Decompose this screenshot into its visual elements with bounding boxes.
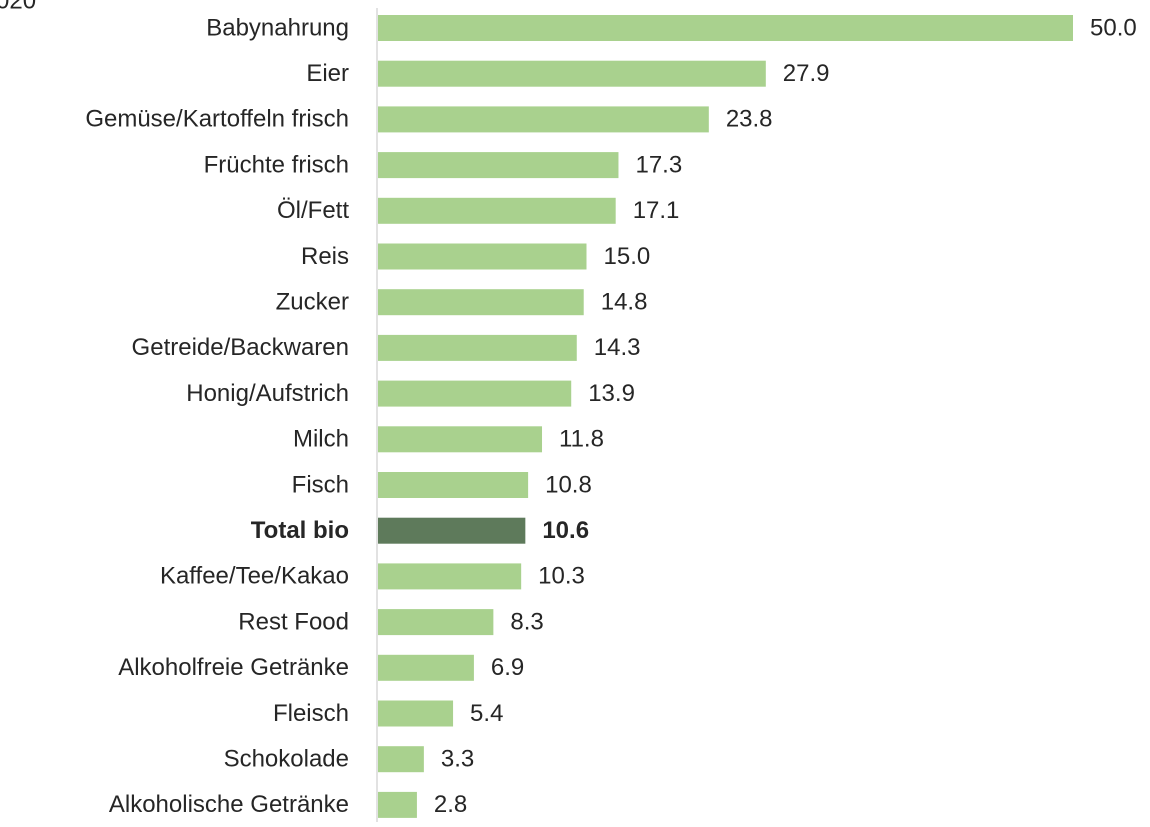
data-label: 14.8 [601,289,648,316]
bar [378,563,522,590]
bar [378,609,494,636]
data-label: 50.0 [1090,14,1137,41]
data-label: 11.8 [559,426,604,453]
y-tick-label: Fisch [292,471,349,498]
y-tick-label: Honig/Aufstrich [186,380,349,407]
bar [378,791,417,818]
bar [378,289,584,316]
y-tick-label: Babynahrung [206,14,349,41]
data-label: 17.3 [635,151,682,178]
bar [378,426,543,453]
bar [378,380,572,407]
y-tick-label: Fleisch [273,700,349,727]
data-label: 17.1 [633,197,680,224]
data-label: 2.8 [434,791,467,818]
y-tick-label: Kaffee/Tee/Kakao [160,563,349,590]
bar [378,334,577,361]
y-tick-label: Milch [293,426,349,453]
y-tick-label: Reis [301,243,349,270]
bar [378,60,766,87]
bar [378,517,526,544]
y-tick-label: Schokolade [224,746,349,773]
y-tick-label: Öl/Fett [277,197,349,224]
bar [378,243,587,270]
y-tick-label: Eier [306,60,349,87]
data-label: 10.6 [542,517,589,544]
data-label: 15.0 [604,243,651,270]
y-tick-label: Total bio [251,517,349,544]
bar [378,15,1073,41]
y-tick-label: Rest Food [238,608,349,635]
y-tick-label: Alkoholische Getränke [109,791,349,818]
bar [378,700,454,727]
data-label: 6.9 [491,654,524,681]
data-label: 14.3 [594,334,641,361]
y-tick-label: Früchte frisch [204,151,349,178]
data-label: 10.8 [545,471,592,498]
y-tick-label: Zucker [276,289,349,316]
data-label: 13.9 [588,380,635,407]
bar [378,106,709,133]
data-label: 10.3 [538,563,585,590]
data-label: 5.4 [470,700,503,727]
y-tick-label: Alkoholfreie Getränke [118,654,349,681]
bar [378,746,424,773]
data-label: 8.3 [510,608,543,635]
data-label: 3.3 [441,746,474,773]
bar [378,197,616,224]
data-label: 27.9 [783,60,830,87]
bar [378,472,529,498]
chart-title: 020 [0,0,36,14]
y-tick-label: Gemüse/Kartoffeln frisch [85,106,349,133]
bar [378,152,619,179]
y-tick-label: Getreide/Backwaren [132,334,349,361]
bar [378,654,474,681]
data-label: 23.8 [726,106,773,133]
